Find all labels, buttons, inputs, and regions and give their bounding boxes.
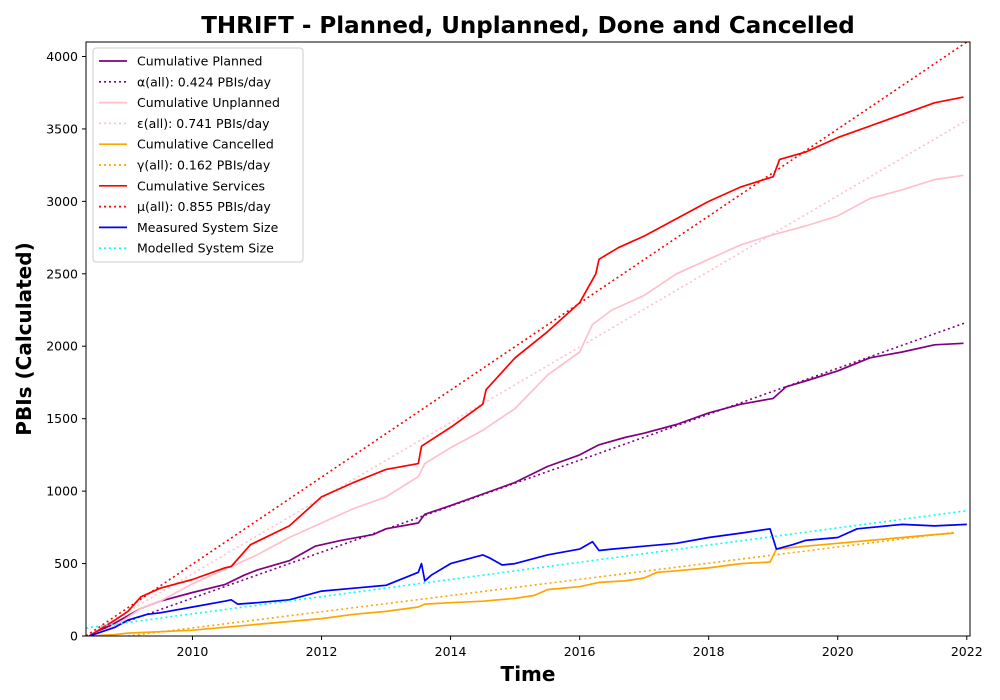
series-line-2: [88, 174, 964, 636]
legend-label-all-0-424-pbis-day: α(all): 0.424 PBIs/day: [137, 74, 272, 89]
x-tick-label: 2020: [822, 644, 854, 659]
plot-frame: [85, 41, 971, 637]
series-line-5: [127, 531, 954, 636]
y-tick-label: 4000: [46, 49, 78, 64]
legend-label-cumulative-unplanned: Cumulative Unplanned: [137, 95, 280, 110]
series-line-9: [86, 509, 967, 629]
x-tick-label: 2022: [951, 644, 983, 659]
y-tick-label: 2000: [46, 339, 78, 354]
series-line-6: [88, 96, 964, 636]
series-line-8: [88, 523, 967, 636]
series-line-7: [86, 42, 968, 636]
legend-label-cumulative-planned: Cumulative Planned: [137, 54, 262, 69]
chart-title: THRIFT - Planned, Unplanned, Done and Ca…: [201, 13, 855, 39]
y-tick-label: 3500: [46, 121, 78, 136]
x-tick-label: 2010: [177, 644, 209, 659]
y-tick-label: 0: [70, 629, 78, 644]
x-tick-label: 2018: [693, 644, 725, 659]
x-axis: 2010 2012 2014 2016 2018 2020 2022: [177, 636, 983, 659]
legend: Cumulative Planned α(all): 0.424 PBIs/day…: [92, 47, 304, 263]
y-tick-label: 3000: [46, 194, 78, 209]
series-line-1: [86, 321, 968, 636]
series-line-0: [88, 342, 964, 636]
y-axis-label: PBIs (Calculated): [12, 242, 36, 435]
legend-label-all-0-741-pbis-day: ε(all): 0.741 PBIs/day: [137, 116, 270, 131]
legend-label-all-0-162-pbis-day: γ(all): 0.162 PBIs/day: [137, 158, 271, 173]
legend-box: [92, 47, 304, 263]
series-line-4: [89, 532, 954, 636]
legend-label-cumulative-services: Cumulative Services: [137, 178, 265, 193]
y-tick-label: 2500: [46, 266, 78, 281]
y-axis: 0 500 1000 1500 2000 2500 3000 3500 4000: [46, 49, 86, 644]
y-tick-label: 500: [54, 556, 78, 571]
y-tick-label: 1000: [46, 484, 78, 499]
legend-label-cumulative-cancelled: Cumulative Cancelled: [137, 137, 274, 152]
series-layer: [86, 42, 968, 636]
x-axis-label: Time: [501, 662, 556, 686]
x-tick-label: 2016: [564, 644, 596, 659]
x-tick-label: 2012: [306, 644, 338, 659]
legend-label-all-0-855-pbis-day: μ(all): 0.855 PBIs/day: [137, 199, 271, 214]
legend-label-measured-system-size: Measured System Size: [137, 220, 279, 235]
legend-label-modelled-system-size: Modelled System Size: [137, 241, 274, 256]
y-tick-label: 1500: [46, 411, 78, 426]
x-tick-label: 2014: [435, 644, 467, 659]
series-line-3: [86, 119, 968, 636]
